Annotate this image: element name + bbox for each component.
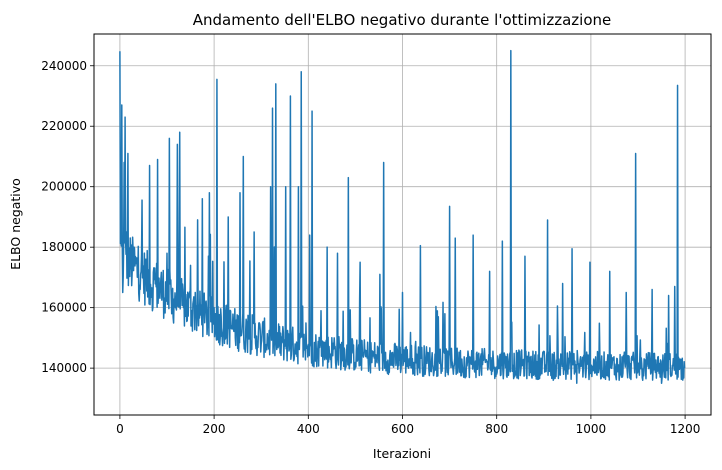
x-axis: 0 200 400 600 800 1000 1200 [116,415,700,436]
x-axis-label: Iterazioni [373,446,431,461]
y-axis-label: ELBO negativo [8,178,23,270]
series-layer [119,49,686,384]
y-tick-label: 140000 [41,361,87,375]
y-tick-label: 220000 [41,119,87,133]
x-tick-label: 200 [203,422,226,436]
chart-title: Andamento dell'ELBO negativo durante l'o… [193,11,611,29]
x-tick-label: 1200 [670,422,701,436]
x-tick-label: 800 [485,422,508,436]
y-tick-label: 160000 [41,301,87,315]
x-tick-label: 1000 [576,422,607,436]
y-tick-label: 200000 [41,180,87,194]
y-tick-label: 180000 [41,240,87,254]
series-line [119,49,686,384]
x-tick-label: 600 [391,422,414,436]
x-tick-label: 0 [116,422,124,436]
y-axis: 140000 160000 180000 200000 220000 240000 [41,59,94,375]
y-tick-label: 240000 [41,59,87,73]
x-tick-label: 400 [297,422,320,436]
